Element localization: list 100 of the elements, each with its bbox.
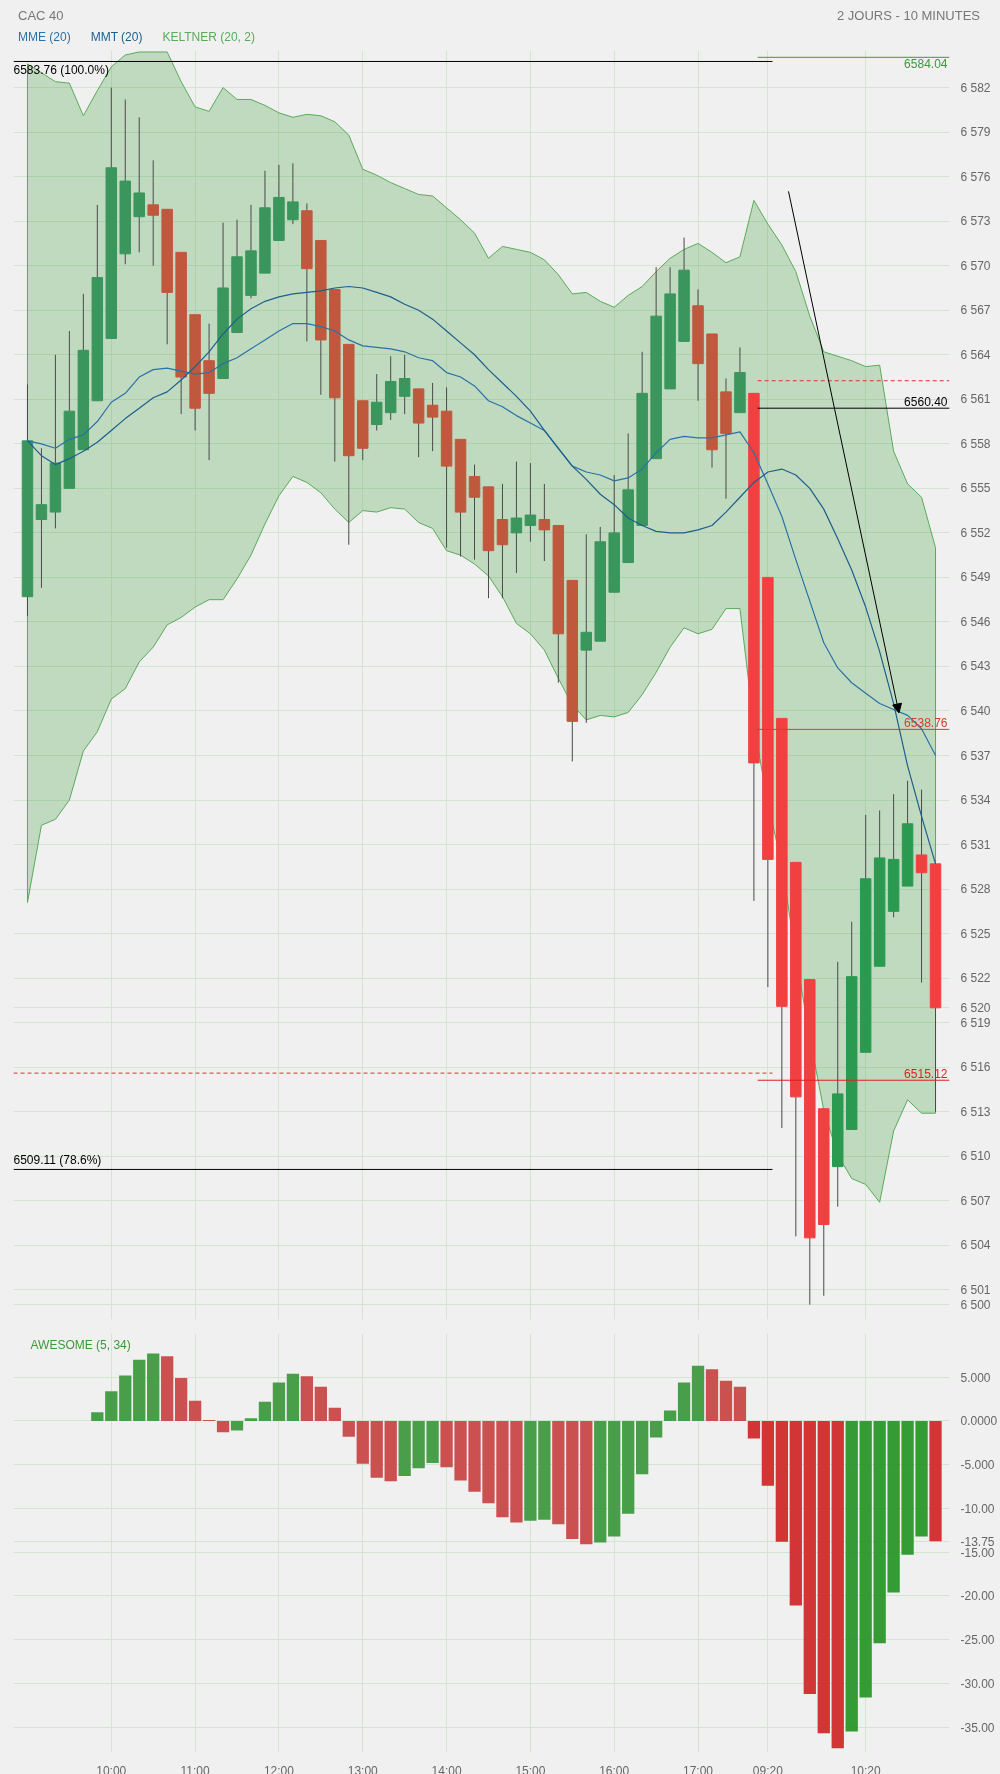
bar [161,1356,174,1421]
y-tick-label: 6 507 [960,1193,991,1208]
y-tick-label: 6 543 [960,659,991,674]
y-tick-label: 6 519 [960,1015,991,1030]
bar [272,1382,286,1421]
candlestick [287,162,299,225]
x-tick-label: 10:00 [96,1763,127,1774]
y-tick-label: -25.00 [960,1633,995,1648]
y-tick-label: 6 552 [960,525,991,540]
y-tick-label: 6 540 [960,703,991,718]
y-tick-label: 6 573 [960,214,991,229]
text: MME (20) [18,28,71,46]
candlestick [133,116,145,253]
bar [314,1386,327,1421]
ref-line-label: 6560.40 [904,395,948,410]
bar [747,1420,761,1439]
y-tick-label: 6 501 [960,1282,991,1297]
bar [244,1418,258,1421]
chart-subtitle: 2 JOURS - 10 MINUTES [836,7,980,25]
bar [636,1420,649,1475]
y-tick-label: 6 582 [960,80,991,95]
bar [384,1420,397,1482]
bar [929,1420,942,1542]
bar [817,1420,830,1734]
bar [761,1420,775,1486]
y-tick-label: 6 520 [960,1000,991,1015]
bar [733,1386,747,1421]
candlestick [538,483,551,562]
x-tick-label: 15:00 [515,1763,546,1774]
bar [691,1365,705,1421]
y-tick-label: 6 567 [960,303,991,318]
text: MMT (20) [90,28,143,46]
chart-title: AWESOME (5, 34) [30,1337,131,1352]
x-tick-label: 09:20 [752,1763,784,1774]
bar [286,1373,300,1421]
x-tick-label: 14:00 [431,1763,462,1774]
bar [608,1420,621,1537]
bar [105,1391,118,1421]
candlestick [35,447,48,589]
bar [174,1378,188,1421]
bar [119,1375,132,1421]
candlestick [398,354,411,415]
bar [356,1420,369,1464]
y-tick-label: 6 525 [960,926,991,941]
bar [342,1420,355,1437]
y-tick-label: -10.00 [960,1501,995,1516]
y-tick-label: 6 534 [960,793,991,808]
candlestick [915,789,928,984]
bar [705,1369,719,1421]
x-tick-label: 13:00 [347,1763,379,1774]
bar [300,1376,314,1421]
candlestick [468,464,481,561]
candlestick [370,373,383,431]
x-tick-label: 10:20 [850,1763,882,1774]
x-tick-label: 16:00 [599,1763,630,1774]
bar [230,1420,244,1431]
ref-line-label: 6509.11 (78.6%) [13,1153,102,1168]
legend-label: KELTNER (20, 2) [162,28,255,46]
candlestick [510,461,523,574]
bar [580,1420,593,1545]
y-tick-label: 6 564 [960,347,991,362]
candlestick [426,382,439,452]
bar [803,1420,816,1694]
bar [775,1420,789,1542]
x-tick-label: 17:00 [683,1763,714,1774]
y-tick-label: 6 546 [960,614,991,629]
bar [649,1420,663,1438]
bar [133,1359,146,1421]
y-tick-label: 0.0000 [960,1414,998,1429]
bar [594,1420,607,1543]
y-tick-label: -35.00 [960,1720,995,1735]
y-tick-label: 6 513 [960,1104,991,1119]
bar [789,1420,802,1606]
y-tick-label: 6 579 [960,125,991,140]
bar [216,1420,230,1433]
bar [663,1410,677,1421]
bar [370,1420,383,1478]
candlestick [524,462,537,543]
y-tick-label: 6 561 [960,392,991,407]
y-tick-label: 6 500 [960,1297,991,1312]
bar [147,1353,160,1421]
bar [677,1382,691,1421]
y-tick-label: 6 510 [960,1149,991,1164]
y-tick-label: -5.000 [960,1458,995,1473]
bar [719,1380,733,1421]
y-tick-label: 6 576 [960,169,991,184]
bar [831,1420,844,1749]
bar [845,1420,858,1732]
bar [622,1420,635,1514]
y-tick-label: 6 558 [960,436,991,451]
bar [188,1400,202,1421]
y-tick-label: -20.00 [960,1589,995,1604]
x-tick-label: 12:00 [263,1763,295,1774]
y-tick-label: 6 537 [960,748,991,763]
y-tick-label: 6 555 [960,481,991,496]
bar [859,1420,872,1698]
bar [328,1407,341,1421]
y-tick-label: 6 504 [960,1238,991,1253]
candlestick [147,159,159,267]
ref-line-label: 6584.04 [904,57,948,72]
